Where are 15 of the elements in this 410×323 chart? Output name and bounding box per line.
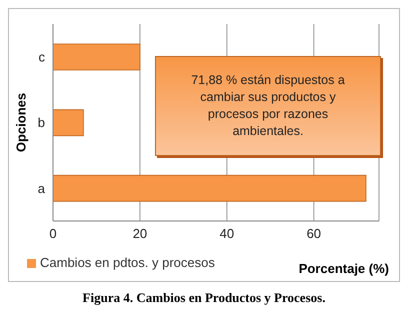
- x-tick-label: 20: [132, 226, 148, 242]
- x-axis-title: Porcentaje (%): [298, 261, 389, 276]
- bar: [53, 44, 140, 70]
- x-tick-label: 40: [220, 226, 234, 242]
- y-tick-label: b: [38, 115, 45, 130]
- x-tick-label: 60: [306, 226, 322, 242]
- text: Figura 4. Cambios en Productos y Procesos.: [82, 290, 326, 306]
- legend-label: Cambios en pdtos. y procesos: [40, 255, 215, 270]
- y-tick-label: a: [38, 180, 46, 196]
- note-box: 71,88 % están dispuestos a cambiar sus productos y procesos por razones ambientales.: [155, 56, 381, 156]
- y-axis-title: Opciones: [14, 92, 29, 152]
- x-tick-label: 0: [49, 226, 57, 242]
- bar: [53, 174, 366, 202]
- bar: [53, 109, 84, 136]
- y-tick-label: c: [38, 49, 46, 64]
